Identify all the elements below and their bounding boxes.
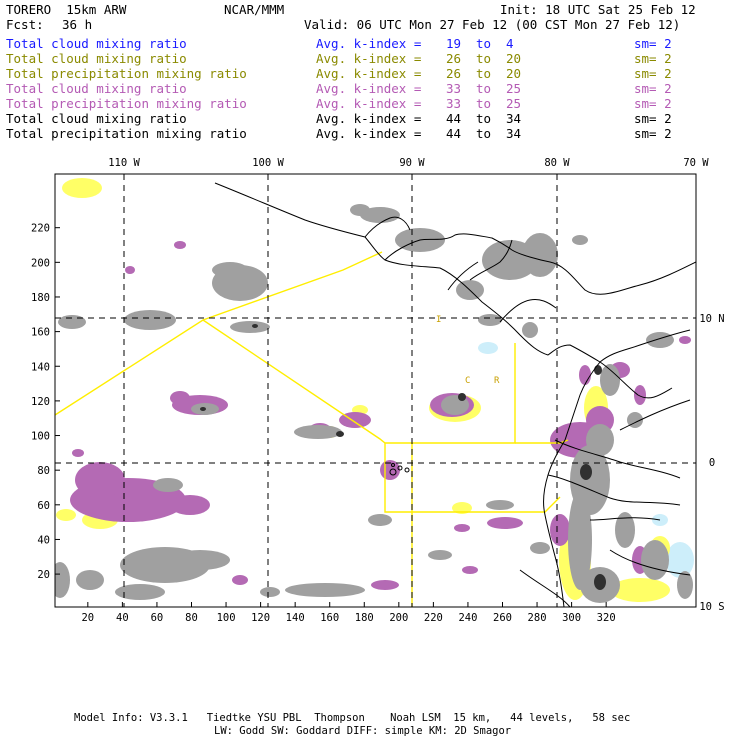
cloud-gray-fields xyxy=(55,204,693,603)
y-tick-label: 80 xyxy=(37,465,50,477)
legend-k-to: 4 xyxy=(506,36,514,51)
legend-k-label: Avg. k-index = xyxy=(316,111,422,126)
legend-k-to: 25 xyxy=(506,81,522,96)
legend-k-from: 44 xyxy=(446,111,462,126)
legend-smoothing: sm= 2 xyxy=(634,81,672,96)
legend-smoothing: sm= 2 xyxy=(634,96,672,111)
x-tick-label: 140 xyxy=(286,612,305,624)
x-tick-label: 280 xyxy=(528,612,547,624)
x-tick-label: 200 xyxy=(389,612,408,624)
x-tick-label: 320 xyxy=(597,612,616,624)
legend-k-from: 26 xyxy=(446,51,462,66)
light-cloud-patches xyxy=(478,342,694,578)
x-tick-label: 120 xyxy=(251,612,270,624)
top-lon-label: 110 W xyxy=(108,157,140,169)
legend-smoothing: sm= 2 xyxy=(634,111,672,126)
legend-k-from: 26 xyxy=(446,66,462,81)
center-name: NCAR/MMM xyxy=(224,2,285,17)
map-label-c: C xyxy=(465,376,470,386)
legend-smoothing: sm= 2 xyxy=(634,66,672,81)
y-tick-label: 200 xyxy=(31,257,50,269)
init-time: Init: 18 UTC Sat 25 Feb 12 xyxy=(500,2,696,17)
x-tick-label: 220 xyxy=(424,612,443,624)
map-label-i: I xyxy=(436,315,441,325)
legend-k-label: Avg. k-index = xyxy=(316,66,422,81)
y-tick-label: 60 xyxy=(37,500,50,512)
x-tick-label: 100 xyxy=(217,612,236,624)
x-tick-label: 60 xyxy=(151,612,164,624)
y-tick-label: 100 xyxy=(31,431,50,443)
valid-time: Valid: 06 UTC Mon 27 Feb 12 (00 CST Mon … xyxy=(304,17,681,32)
right-lat-label: 10 N xyxy=(699,313,724,325)
legend-k-label: Avg. k-index = xyxy=(316,96,422,111)
right-lat-label: 10 S xyxy=(699,601,724,613)
axis-ticks: 20 40 60 80 100 120 140 160 180 200 220 240 260 280 30… xyxy=(31,157,725,624)
legend-to: to xyxy=(476,36,492,51)
legend-k-to: 34 xyxy=(506,126,522,141)
x-tick-label: 180 xyxy=(355,612,374,624)
x-tick-label: 20 xyxy=(81,612,94,624)
legend-k-to: 20 xyxy=(506,66,522,81)
legend-field-name: Total precipitation mixing ratio xyxy=(6,96,247,111)
map-label-r: R xyxy=(494,376,500,386)
legend-smoothing: sm= 2 xyxy=(634,51,672,66)
x-tick-label: 240 xyxy=(458,612,477,624)
x-tick-label: 260 xyxy=(493,612,512,624)
y-tick-label: 20 xyxy=(37,569,50,581)
legend-field-name: Total cloud mixing ratio xyxy=(6,36,187,51)
legend-to: to xyxy=(476,111,492,126)
legend-field-name: Total cloud mixing ratio xyxy=(6,51,187,66)
model-title: TORERO 15km ARW xyxy=(6,2,127,17)
legend-k-label: Avg. k-index = xyxy=(316,51,422,66)
lat-lon-grid xyxy=(55,174,696,607)
legend-k-label: Avg. k-index = xyxy=(316,126,422,141)
x-tick-label: 160 xyxy=(320,612,339,624)
legend-field-name: Total precipitation mixing ratio xyxy=(6,66,247,81)
legend-k-label: Avg. k-index = xyxy=(316,36,422,51)
legend-k-to: 34 xyxy=(506,111,522,126)
legend-k-from: 19 xyxy=(446,36,462,51)
legend-field-name: Total precipitation mixing ratio xyxy=(6,126,247,141)
legend-field-name: Total cloud mixing ratio xyxy=(6,111,187,126)
footer-model-info: Model Info: V3.3.1 Tiedtke YSU PBL Thomp… xyxy=(74,712,631,724)
y-tick-label: 40 xyxy=(37,534,50,546)
legend-smoothing: sm= 2 xyxy=(634,36,672,51)
y-tick-label: 140 xyxy=(31,361,50,373)
legend-to: to xyxy=(476,81,492,96)
legend-k-from: 33 xyxy=(446,81,462,96)
top-lon-label: 70 W xyxy=(683,157,709,169)
legend-k-label: Avg. k-index = xyxy=(316,81,422,96)
y-tick-label: 160 xyxy=(31,327,50,339)
x-tick-label: 40 xyxy=(116,612,129,624)
legend-k-to: 20 xyxy=(506,51,522,66)
legend-to: to xyxy=(476,126,492,141)
y-tick-label: 120 xyxy=(31,396,50,408)
fcst-label: Fcst: xyxy=(6,17,44,32)
galapagos-islands xyxy=(389,463,410,476)
y-tick-label: 180 xyxy=(31,292,50,304)
coastlines xyxy=(214,182,696,607)
top-lon-label: 80 W xyxy=(544,157,570,169)
x-tick-label: 80 xyxy=(185,612,198,624)
legend-to: to xyxy=(476,96,492,111)
fcst-value: 36 h xyxy=(62,17,93,32)
map-frame xyxy=(54,173,697,608)
footer-physics-info: LW: Godd SW: Goddard DIFF: simple KM: 2D… xyxy=(214,725,512,737)
region-boundaries xyxy=(55,251,569,607)
legend-k-to: 25 xyxy=(506,96,522,111)
x-tick-label: 300 xyxy=(562,612,581,624)
legend-field-name: Total cloud mixing ratio xyxy=(6,81,187,96)
right-lat-label: 0 xyxy=(709,457,715,469)
weather-map: C R I 20 40 60 80 100 120 140 160 180 200 220 240 26… xyxy=(31,157,725,624)
legend-k-from: 33 xyxy=(446,96,462,111)
top-lon-label: 100 W xyxy=(252,157,284,169)
legend-to: to xyxy=(476,66,492,81)
y-tick-label: 220 xyxy=(31,223,50,235)
legend-k-from: 44 xyxy=(446,126,462,141)
legend-smoothing: sm= 2 xyxy=(634,126,672,141)
legend-to: to xyxy=(476,51,492,66)
top-lon-label: 90 W xyxy=(399,157,425,169)
